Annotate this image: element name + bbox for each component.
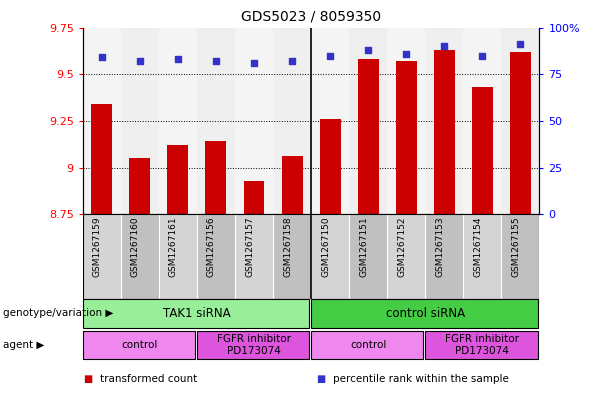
Bar: [434, 50, 455, 214]
Bar: [243, 181, 264, 214]
Bar: [358, 59, 379, 214]
Point: [135, 58, 145, 64]
Point: [173, 56, 183, 62]
Text: transformed count: transformed count: [100, 374, 197, 384]
Bar: [319, 119, 341, 214]
Bar: [273, 28, 311, 214]
Bar: [91, 104, 112, 214]
Point: [478, 52, 487, 59]
Text: GSM1267157: GSM1267157: [245, 217, 254, 277]
Bar: [349, 214, 387, 299]
Bar: [205, 141, 226, 214]
Bar: [311, 28, 349, 214]
Bar: [167, 145, 188, 214]
Text: GSM1267158: GSM1267158: [283, 217, 292, 277]
Bar: [311, 331, 424, 359]
Bar: [425, 331, 538, 359]
Bar: [83, 28, 121, 214]
Bar: [387, 28, 425, 214]
Bar: [387, 214, 425, 299]
Bar: [83, 214, 121, 299]
Bar: [501, 214, 539, 299]
Bar: [159, 28, 197, 214]
Text: FGFR inhibitor
PD173074: FGFR inhibitor PD173074: [446, 334, 519, 356]
Point: [516, 41, 525, 48]
Bar: [396, 61, 417, 214]
Bar: [121, 28, 159, 214]
Bar: [273, 214, 311, 299]
Point: [287, 58, 297, 64]
Text: GSM1267151: GSM1267151: [359, 217, 368, 277]
Text: FGFR inhibitor
PD173074: FGFR inhibitor PD173074: [217, 334, 291, 356]
Text: GSM1267150: GSM1267150: [321, 217, 330, 277]
Bar: [463, 28, 501, 214]
Bar: [281, 156, 303, 214]
Bar: [197, 214, 235, 299]
Text: GSM1267154: GSM1267154: [473, 217, 482, 277]
Title: GDS5023 / 8059350: GDS5023 / 8059350: [241, 9, 381, 24]
Text: GSM1267161: GSM1267161: [169, 217, 178, 277]
Bar: [121, 214, 159, 299]
Text: control: control: [350, 340, 386, 350]
Point: [211, 58, 221, 64]
Text: GSM1267152: GSM1267152: [397, 217, 406, 277]
Bar: [83, 331, 195, 359]
Bar: [311, 214, 349, 299]
Bar: [349, 28, 387, 214]
Text: agent ▶: agent ▶: [3, 340, 44, 350]
Text: GSM1267155: GSM1267155: [511, 217, 520, 277]
Bar: [83, 299, 310, 328]
Bar: [510, 52, 531, 214]
Bar: [235, 214, 273, 299]
Bar: [235, 28, 273, 214]
Text: control: control: [121, 340, 158, 350]
Bar: [425, 214, 463, 299]
Text: control siRNA: control siRNA: [386, 307, 465, 320]
Point: [249, 60, 259, 66]
Bar: [501, 28, 539, 214]
Bar: [159, 214, 197, 299]
Bar: [197, 331, 310, 359]
Text: TAK1 siRNA: TAK1 siRNA: [163, 307, 230, 320]
Bar: [425, 28, 463, 214]
Point: [440, 43, 449, 49]
Point: [402, 51, 411, 57]
Text: GSM1267160: GSM1267160: [131, 217, 140, 277]
Bar: [472, 87, 493, 214]
Text: percentile rank within the sample: percentile rank within the sample: [333, 374, 509, 384]
Bar: [129, 158, 150, 214]
Point: [326, 52, 335, 59]
Bar: [463, 214, 501, 299]
Bar: [197, 28, 235, 214]
Text: ■: ■: [83, 374, 92, 384]
Text: genotype/variation ▶: genotype/variation ▶: [3, 309, 113, 318]
Text: ■: ■: [316, 374, 325, 384]
Text: GSM1267153: GSM1267153: [435, 217, 444, 277]
Text: GSM1267159: GSM1267159: [93, 217, 102, 277]
Bar: [311, 299, 538, 328]
Point: [364, 47, 373, 53]
Text: GSM1267156: GSM1267156: [207, 217, 216, 277]
Point: [97, 54, 107, 61]
